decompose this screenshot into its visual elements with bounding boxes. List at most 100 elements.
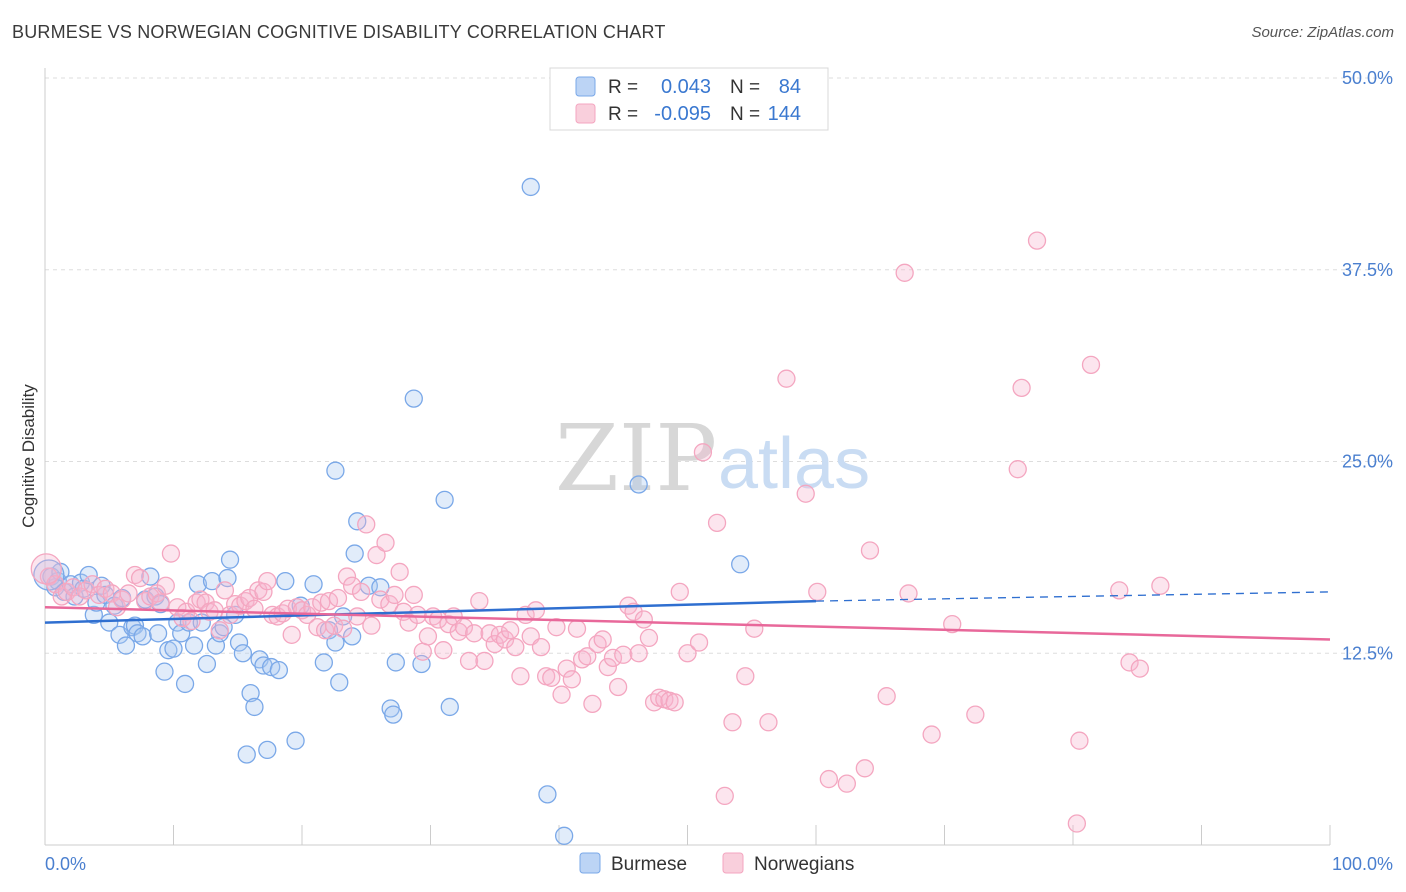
burmese-point-36 [188,575,208,594]
series-legend-swatch-burmese [579,852,601,874]
norwegians-point-143 [899,584,918,603]
norwegians-point-154 [1120,653,1139,672]
norwegians-point-13 [119,584,138,603]
norwegians-point-103 [562,670,581,689]
burmese-point-50 [245,697,264,717]
norwegians-point-56 [328,588,348,608]
norwegians-point-46 [282,625,301,644]
burmese-point-39 [202,572,222,591]
burmese-point-56 [276,572,295,591]
norwegians-point-101 [552,685,571,704]
norwegians-point-65 [371,590,390,609]
legend-swatch-burmese [575,76,596,97]
norwegians-point-41 [258,572,277,591]
norwegians-point-66 [376,533,395,552]
x-tick-labels: 0.0% 100.0% [45,854,1393,874]
norwegians-point-142 [895,263,914,282]
norwegians-point-93 [511,667,530,686]
burmese-point-48 [237,745,256,764]
norwegians-point-104 [567,619,587,638]
stats-legend-box [549,67,829,131]
norwegians-point-97 [531,637,551,657]
burmese-point-78 [521,177,540,197]
burmese-trend-line [44,599,817,624]
norwegians-point-132 [745,619,764,638]
norwegians-point-102 [557,659,576,678]
legend-n-label-2: N = [730,104,760,125]
norwegians-point-20 [156,576,175,595]
norwegians-point-74 [413,642,432,661]
norwegians-point-138 [837,774,856,793]
norwegians-point-83 [459,651,479,671]
norwegians-point-38 [245,599,264,618]
norwegians-point-110 [598,657,617,677]
norwegians-point-52 [312,593,331,612]
norwegians-point-131 [736,667,755,686]
norwegians-point-69 [390,562,409,582]
grid-lines [45,77,1392,654]
norwegians-point-112 [608,677,628,697]
norwegians-point-136 [808,582,827,602]
norwegians-point-62 [357,515,376,534]
x-tick-label-min: 0.0% [45,854,86,874]
trend-lines [44,591,1331,641]
watermark-atlas: atlas [718,424,870,504]
norwegians-point-27 [191,590,210,609]
y-tick-label-0: 12.5% [1342,643,1393,663]
y-tick-label-1: 25.0% [1342,452,1393,472]
norwegians-point-128 [707,513,727,533]
norwegians-point-40 [254,582,273,602]
norwegians-point-149 [1027,231,1047,250]
burmese-point-73 [404,389,423,408]
norwegians-point-63 [362,616,381,635]
norwegians-point-153 [1110,581,1129,600]
norwegians-point-116 [629,644,648,663]
norwegians-point-84 [465,624,484,643]
norwegians-point-137 [819,769,838,789]
burmese-point-66 [345,544,364,563]
norwegians-point-72 [404,585,423,605]
y-tick-label-3: 50.0% [1342,68,1393,88]
legend-r-value-2: -0.095 [654,103,711,125]
norwegians-point-106 [578,647,597,666]
burmese-point-18 [116,636,136,655]
norwegians-point-133 [759,713,778,732]
norwegians-point-57 [333,619,353,638]
burmese-point-63 [330,673,349,692]
series-legend-label-norwegians: Norwegians [754,854,854,875]
series-legend: Burmese Norwegians [579,852,854,875]
burmese-point-71 [384,705,403,724]
norwegians-point-53 [315,621,335,640]
legend-swatch-norwegians [575,103,596,124]
norwegians-point-118 [639,628,659,648]
norwegians-point-75 [418,627,438,646]
burmese-point-44 [220,550,240,569]
norwegians-point-123 [665,693,684,712]
norwegians-point-117 [634,610,653,629]
burmese-point-28 [155,662,174,681]
norwegians-point-15 [130,568,150,588]
norwegians-point-107 [583,694,602,714]
norwegians-point-111 [603,648,623,668]
norwegians-point-147 [1008,460,1027,479]
stats-legend: R = 0.043 N = 84 R = -0.095 N = 144 [549,67,829,131]
norwegians-point-64 [367,545,386,565]
norwegians-point-148 [1012,378,1031,398]
norwegians-point-134 [777,369,796,388]
y-tick-labels: 12.5% 25.0% 37.5% 50.0% [1342,68,1393,663]
norwegians-point-125 [678,644,697,663]
norwegians-point-157 [30,553,62,585]
legend-n-label-1: N = [730,77,760,98]
norwegians-point-141 [877,687,896,706]
norwegians-point-146 [966,705,985,724]
burmese-point-35 [184,636,204,655]
norwegians-point-152 [1081,355,1101,375]
burmese-point-76 [440,697,459,717]
norwegians-point-58 [337,567,357,586]
legend-n-value-1: 84 [779,76,801,98]
burmese-point-77 [326,461,345,480]
series-legend-label-burmese: Burmese [611,854,687,875]
burmese-point-81 [629,475,648,494]
series-norwegians [30,231,1170,833]
